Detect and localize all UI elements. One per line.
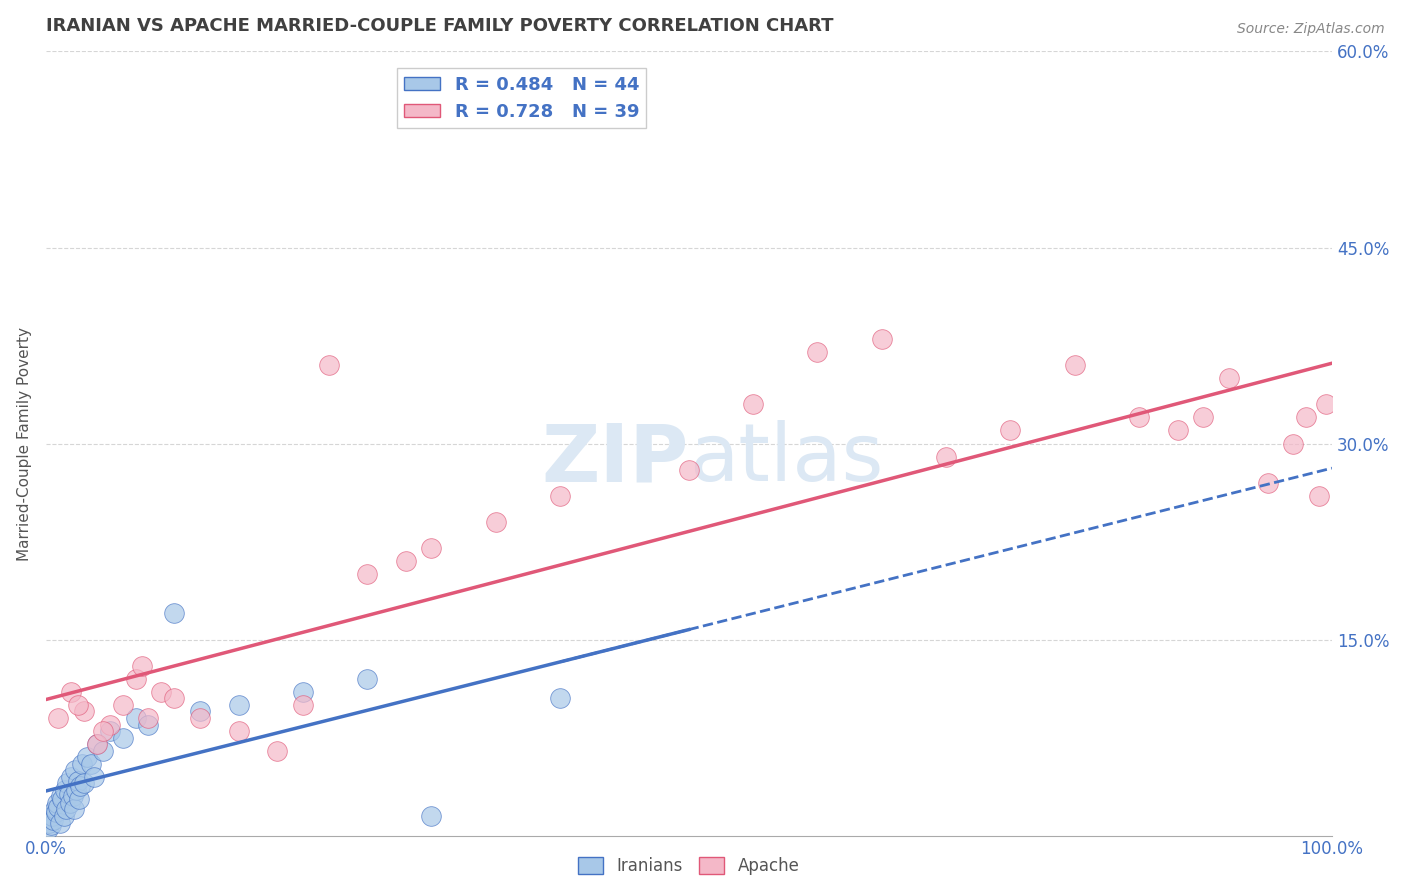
Point: [150, 685, 173, 699]
Point: [228, 724, 250, 739]
Point: [70, 756, 93, 771]
Point: [1308, 489, 1330, 503]
Point: [51, 792, 73, 806]
Point: [1192, 410, 1215, 425]
Point: [1218, 371, 1240, 385]
Point: [395, 554, 418, 568]
Point: [131, 658, 153, 673]
Point: [83, 770, 105, 784]
Point: [58, 787, 80, 801]
Point: [291, 698, 314, 712]
Point: [318, 358, 340, 372]
Point: [188, 705, 211, 719]
Point: [66, 698, 89, 712]
Point: [1167, 424, 1189, 438]
Point: [63, 764, 86, 778]
Point: [69, 779, 91, 793]
Point: [73, 776, 96, 790]
Text: IRANIAN VS APACHE MARRIED-COUPLE FAMILY POVERTY CORRELATION CHART: IRANIAN VS APACHE MARRIED-COUPLE FAMILY …: [45, 17, 834, 35]
Point: [678, 463, 700, 477]
Point: [48, 800, 70, 814]
Point: [420, 809, 443, 823]
Point: [806, 345, 828, 359]
Point: [41, 809, 63, 823]
Point: [291, 685, 314, 699]
Point: [55, 802, 77, 816]
Point: [44, 802, 66, 816]
Point: [870, 332, 893, 346]
Point: [1282, 436, 1305, 450]
Point: [53, 782, 76, 797]
Point: [420, 541, 443, 555]
Point: [1128, 410, 1150, 425]
Point: [93, 724, 115, 739]
Point: [42, 813, 65, 827]
Point: [98, 717, 121, 731]
Point: [48, 815, 70, 830]
Point: [86, 737, 108, 751]
Point: [548, 691, 571, 706]
Point: [1000, 424, 1022, 438]
Point: [86, 737, 108, 751]
Point: [228, 698, 250, 712]
Point: [56, 776, 79, 790]
Point: [742, 397, 765, 411]
Point: [52, 809, 75, 823]
Point: [356, 567, 378, 582]
Point: [48, 711, 70, 725]
Point: [60, 770, 83, 784]
Point: [935, 450, 957, 464]
Point: [548, 489, 571, 503]
Text: ZIP: ZIP: [541, 420, 689, 499]
Point: [1315, 397, 1337, 411]
Point: [67, 792, 90, 806]
Point: [356, 672, 378, 686]
Point: [1295, 410, 1317, 425]
Point: [63, 802, 86, 816]
Point: [266, 744, 288, 758]
Point: [1063, 358, 1085, 372]
Point: [37, 822, 59, 836]
Point: [45, 805, 67, 819]
Text: atlas: atlas: [689, 420, 883, 499]
Point: [65, 782, 87, 797]
Point: [138, 717, 160, 731]
Point: [66, 773, 89, 788]
Point: [46, 796, 69, 810]
Point: [38, 815, 60, 830]
Point: [111, 731, 134, 745]
Point: [163, 607, 186, 621]
Y-axis label: Married-Couple Family Poverty: Married-Couple Family Poverty: [17, 326, 32, 560]
Point: [49, 789, 72, 804]
Point: [111, 698, 134, 712]
Point: [124, 711, 146, 725]
Point: [60, 685, 83, 699]
Point: [124, 672, 146, 686]
Point: [93, 744, 115, 758]
Point: [76, 750, 98, 764]
Point: [39, 818, 62, 832]
Point: [138, 711, 160, 725]
Point: [188, 711, 211, 725]
Point: [79, 756, 101, 771]
Point: [62, 789, 84, 804]
Legend: Iranians, Apache: Iranians, Apache: [571, 851, 806, 882]
Point: [59, 796, 82, 810]
Point: [1257, 475, 1279, 490]
Point: [98, 724, 121, 739]
Point: [163, 691, 186, 706]
Text: Source: ZipAtlas.com: Source: ZipAtlas.com: [1237, 22, 1385, 37]
Point: [485, 515, 508, 529]
Point: [73, 705, 96, 719]
